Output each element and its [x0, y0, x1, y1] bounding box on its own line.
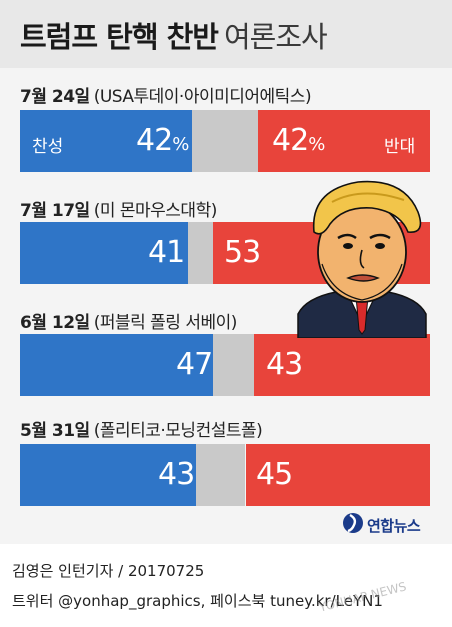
- percent-sign: %: [172, 134, 189, 155]
- bar-support: [20, 222, 189, 284]
- value-label-support: 42%: [136, 123, 189, 158]
- value-label-support: 47: [176, 347, 213, 382]
- bar-support: [20, 444, 197, 506]
- poll-source: (미 몬마우스대학): [93, 201, 218, 221]
- credit-line-1: 김영은 인턴기자 / 20170725: [12, 562, 205, 580]
- poll-label: 5월 31일 (폴리티코·모닝컨설트폴): [20, 416, 263, 441]
- header: 트럼프 탄핵 찬반 여론조사: [0, 0, 452, 68]
- poll-date: 7월 17일: [20, 201, 90, 221]
- value-label-support: 41: [148, 235, 185, 270]
- bar-oppose: [257, 110, 430, 172]
- value-number: 42: [136, 123, 173, 158]
- poll-label: 6월 12일 (퍼블릭 폴링 서베이): [20, 308, 237, 333]
- poll-date: 6월 12일: [20, 313, 90, 333]
- bar-support: [20, 110, 193, 172]
- poll-source: (USA투데이·아이미디어에틱스): [93, 87, 312, 107]
- value-label-support: 43: [158, 457, 195, 492]
- bar-oppose: [253, 334, 430, 396]
- yonhap-logo-icon: [343, 513, 363, 533]
- value-label-oppose: 43: [266, 347, 303, 382]
- poll-date: 5월 31일: [20, 421, 90, 441]
- bar-undecided: [188, 222, 213, 284]
- value-number: 42: [272, 123, 309, 158]
- chart-title-sub: 여론조사: [223, 20, 328, 54]
- poll-source-text: 퍼블릭 폴링 서베이: [99, 313, 231, 333]
- poll-label: 7월 17일 (미 몬마우스대학): [20, 196, 217, 221]
- poll-label: 7월 24일 (USA투데이·아이미디어에틱스): [20, 82, 312, 107]
- credit-line-2: 트위터 @yonhap_graphics, 페이스북 tuney.kr/LeYN…: [12, 592, 383, 610]
- legend-oppose-label: 반대: [384, 137, 416, 157]
- trump-caricature-illustration: [297, 180, 427, 338]
- poll-source: (폴리티코·모닝컨설트폴): [93, 421, 263, 441]
- bar-undecided: [196, 444, 246, 506]
- bar-row-3: 43 45: [20, 444, 430, 506]
- bar-support: [20, 334, 213, 396]
- chart-title: 트럼프 탄핵 찬반 여론조사: [20, 14, 328, 56]
- poll-source: (퍼블릭 폴링 서베이): [93, 313, 238, 333]
- bar-undecided: [212, 334, 254, 396]
- poll-source-text: 미 몬마우스대학: [99, 201, 211, 221]
- value-label-oppose: 53: [224, 235, 261, 270]
- percent-sign: %: [308, 134, 325, 155]
- chart-title-main: 트럼프 탄핵 찬반: [20, 20, 219, 54]
- bar-oppose: [245, 444, 430, 506]
- value-label-oppose: 45: [256, 457, 293, 492]
- poll-source-text: 폴리티코·모닝컨설트폴: [99, 421, 257, 441]
- bar-undecided: [192, 110, 258, 172]
- poll-source-text: USA투데이·아이미디어에틱스: [99, 87, 306, 107]
- legend-support-label: 찬성: [32, 137, 64, 157]
- bar-row-2: 47 43: [20, 334, 430, 396]
- value-label-oppose: 42%: [272, 123, 325, 158]
- poll-date: 7월 24일: [20, 87, 90, 107]
- yonhap-logo-text: 연합뉴스: [367, 517, 421, 535]
- bar-row-0: 찬성 42% 42% 반대: [20, 110, 430, 172]
